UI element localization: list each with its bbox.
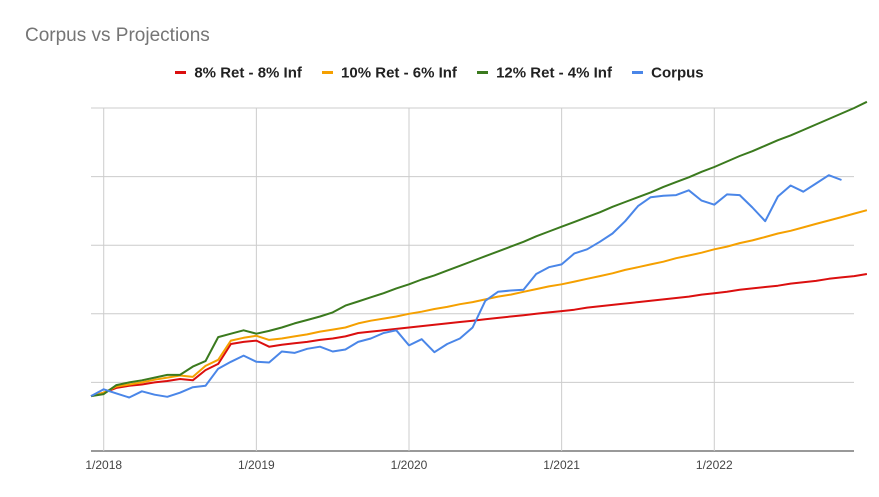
legend-label: 8% Ret - 8% Inf (194, 64, 302, 82)
x-tick-label: 1/2019 (238, 458, 275, 472)
series-line-12-ret-4-inf[interactable] (90, 100, 868, 398)
x-tick-label: 1/2022 (696, 458, 733, 472)
series-line-8-ret-8-inf[interactable] (90, 273, 868, 398)
legend-item-12-ret-4-inf[interactable]: 12% Ret - 4% Inf (477, 64, 612, 82)
chart-legend: 8% Ret - 8% Inf 10% Ret - 6% Inf 12% Ret… (0, 64, 879, 82)
x-tick-label: 1/2020 (391, 458, 428, 472)
legend-swatch-red (175, 70, 187, 74)
legend-label: 12% Ret - 4% Inf (496, 64, 612, 82)
vertical-gridlines (103, 108, 715, 451)
series-line-corpus[interactable] (90, 174, 842, 399)
horizontal-gridlines (91, 107, 854, 452)
legend-item-8-ret-8-inf[interactable]: 8% Ret - 8% Inf (175, 64, 302, 82)
legend-swatch-green (477, 70, 489, 74)
chart-title: Corpus vs Projections (25, 25, 210, 46)
legend-label: Corpus (651, 64, 704, 82)
legend-label: 10% Ret - 6% Inf (341, 64, 457, 82)
x-tick-label: 1/2018 (85, 458, 122, 472)
x-tick-label: 1/2021 (543, 458, 580, 472)
series-line-10-ret-6-inf[interactable] (90, 209, 868, 398)
legend-swatch-orange (322, 70, 334, 74)
legend-item-10-ret-6-inf[interactable]: 10% Ret - 6% Inf (322, 64, 457, 82)
legend-item-corpus[interactable]: Corpus (632, 64, 704, 82)
x-axis-tick-labels: 1/2018 1/2019 1/2020 1/2021 1/2022 (85, 458, 733, 472)
series-lines (90, 100, 868, 399)
legend-swatch-blue (632, 70, 644, 74)
